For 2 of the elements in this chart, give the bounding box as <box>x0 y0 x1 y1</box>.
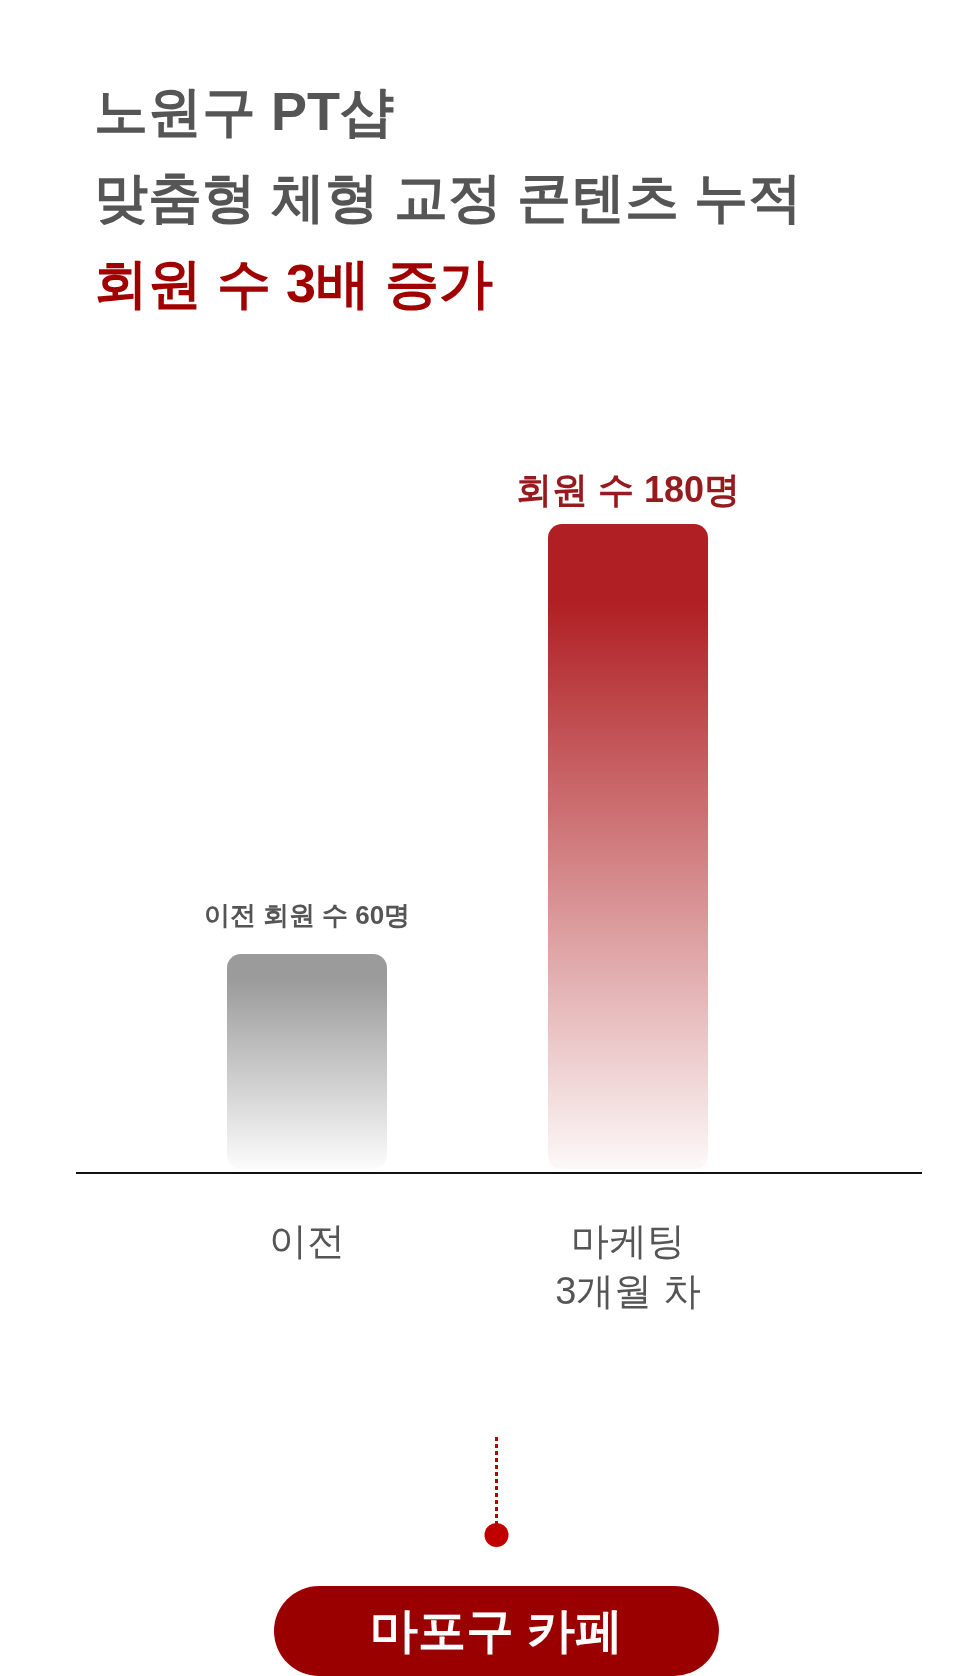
title: 노원구 PT샵 맞춤형 체형 교정 콘텐츠 누적 <box>94 80 802 229</box>
subtitle: 회원 수 3배 증가 <box>94 252 494 315</box>
